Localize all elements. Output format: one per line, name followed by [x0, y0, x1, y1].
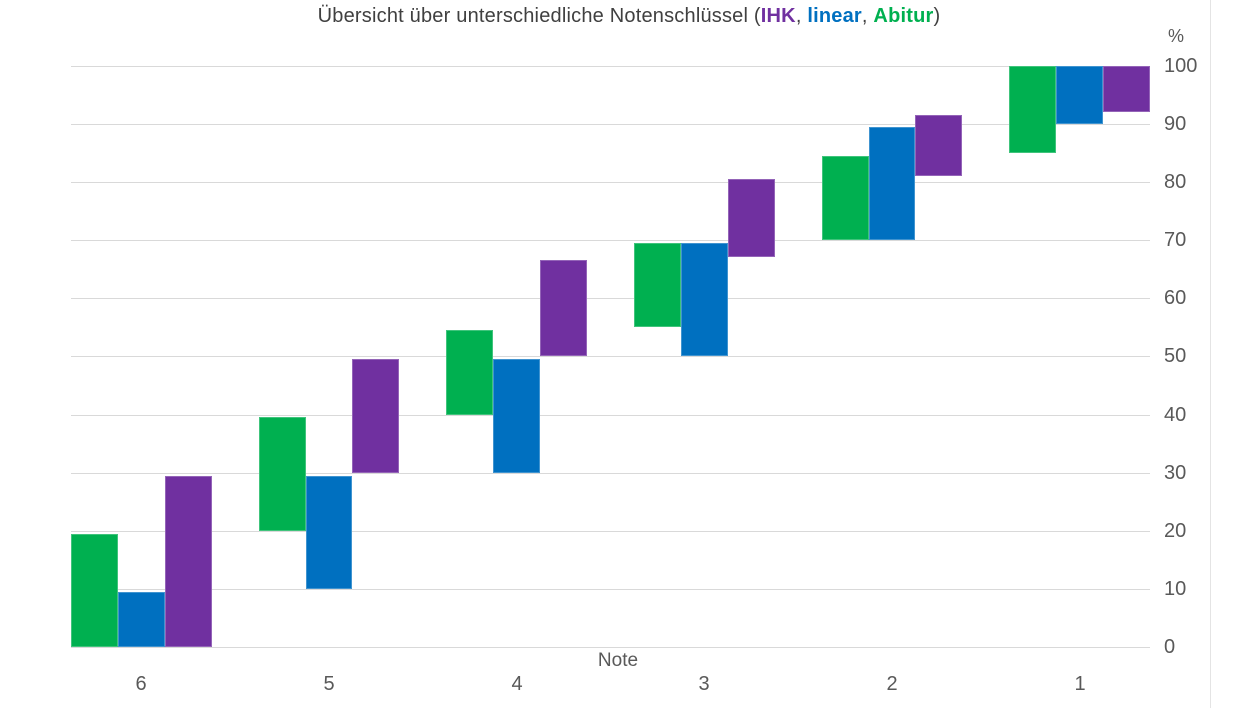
y-tick-label-100: 100	[1164, 55, 1198, 77]
y-tick-label-60: 60	[1164, 287, 1187, 309]
gridline-80	[71, 182, 1150, 183]
y-tick-label-30: 30	[1164, 462, 1187, 484]
title-text-segment: ,	[861, 5, 874, 27]
title-series-label: IHK	[760, 5, 796, 27]
x-tick-label-4: 4	[511, 673, 523, 695]
bar-abitur-note-3	[634, 243, 681, 327]
gridline-30	[71, 473, 1150, 474]
bar-linear-note-3	[681, 243, 728, 356]
gridline-40	[71, 415, 1150, 416]
gridline-90	[71, 124, 1150, 125]
bar-linear-note-5	[306, 476, 352, 589]
bar-abitur-note-1	[1009, 66, 1056, 153]
y-tick-label-80: 80	[1164, 171, 1187, 193]
bar-linear-note-6	[118, 592, 165, 647]
y-tick-label-70: 70	[1164, 229, 1187, 251]
gridline-20	[71, 531, 1150, 532]
bar-linear-note-1	[1056, 66, 1103, 124]
y-tick-label-0: 0	[1164, 636, 1176, 658]
x-axis-title: Note	[597, 650, 639, 671]
title-series-label: linear	[807, 5, 862, 27]
chart-right-border-line	[1210, 0, 1211, 708]
title-text-segment: )	[933, 5, 941, 27]
y-tick-label-50: 50	[1164, 345, 1187, 367]
y-tick-label-90: 90	[1164, 113, 1187, 135]
chart-title: Übersicht über unterschiedliche Notensch…	[0, 5, 1258, 28]
bar-ihk-note-1	[1103, 66, 1150, 112]
gridline-0	[71, 647, 1150, 648]
x-tick-label-5: 5	[323, 673, 335, 695]
gridline-70	[71, 240, 1150, 241]
y-tick-label-20: 20	[1164, 520, 1187, 542]
title-series-label: Abitur	[873, 5, 934, 27]
bar-abitur-note-6	[71, 534, 118, 647]
x-tick-label-2: 2	[886, 673, 898, 695]
bar-ihk-note-2	[915, 115, 962, 176]
gridline-100	[71, 66, 1150, 67]
bar-ihk-note-3	[728, 179, 775, 257]
gridline-10	[71, 589, 1150, 590]
bar-abitur-note-4	[446, 330, 493, 415]
x-tick-label-1: 1	[1074, 673, 1086, 695]
gridline-50	[71, 356, 1150, 357]
bar-ihk-note-6	[165, 476, 212, 647]
bar-abitur-note-2	[822, 156, 869, 240]
title-text-segment: Übersicht über unterschiedliche Notensch…	[317, 5, 761, 27]
bar-ihk-note-5	[352, 359, 399, 473]
bar-linear-note-2	[869, 127, 915, 240]
y-tick-label-10: 10	[1164, 578, 1187, 600]
gridline-60	[71, 298, 1150, 299]
title-text-segment: ,	[795, 5, 808, 27]
bar-linear-note-4	[493, 359, 540, 473]
y-axis-title: %	[1168, 26, 1185, 46]
bar-abitur-note-5	[259, 417, 306, 531]
x-tick-label-6: 6	[135, 673, 147, 695]
y-tick-label-40: 40	[1164, 404, 1187, 426]
x-tick-label-3: 3	[698, 673, 710, 695]
bar-ihk-note-4	[540, 260, 587, 356]
